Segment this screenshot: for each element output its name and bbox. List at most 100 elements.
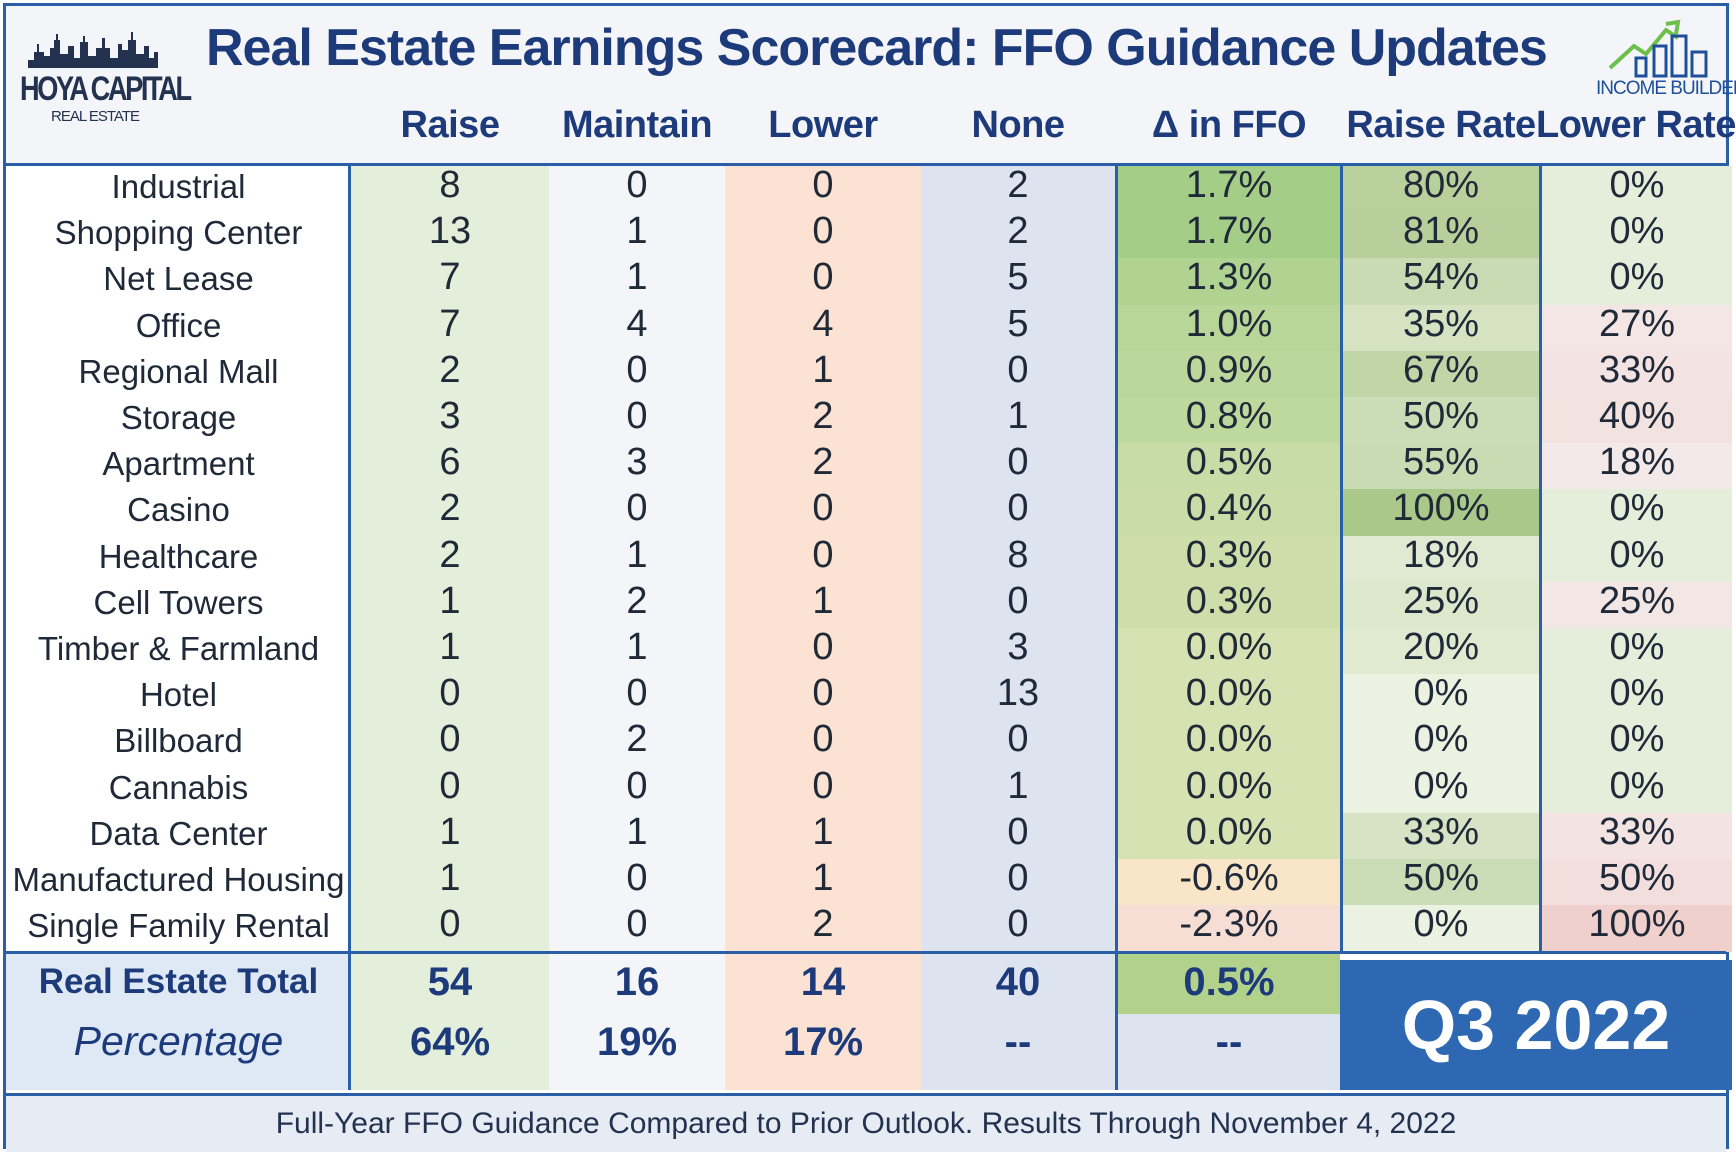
heat-cell-lower-rate (1542, 489, 1732, 537)
table-cell-delta-ffo: 1.0% (1185, 302, 1273, 345)
column-header: Raise (400, 104, 500, 146)
table-cell-lower: 0 (812, 487, 834, 530)
heat-cell-raise-rate (1343, 720, 1539, 768)
table-cell-raise-rate: 54% (1402, 256, 1480, 299)
total-bg-raise (351, 954, 549, 1090)
label-column-bg (6, 166, 351, 952)
column-header: Δ in FFO (1151, 104, 1307, 146)
table-cell-delta-ffo: 0.0% (1185, 626, 1273, 668)
table-cell-raise: 0 (439, 903, 461, 946)
column-bg-maintain (549, 166, 725, 952)
table-cell-lower: 2 (812, 903, 834, 946)
table-cell-raise-rate: 25% (1402, 579, 1480, 622)
table-cell-lower-rate: 40% (1598, 395, 1676, 437)
table-cell-lower-rate: 0% (1609, 210, 1665, 253)
table-cell-none: 2 (1007, 210, 1029, 253)
heat-cell-delta-ffo (1118, 674, 1340, 721)
table-cell-raise: 7 (439, 256, 461, 299)
column-header: Raise Rate (1346, 104, 1536, 146)
table-cell-raise-rate: 100% (1392, 487, 1490, 530)
table-cell-raise-rate: 33% (1402, 810, 1480, 853)
heat-cell-lower-rate (1542, 859, 1732, 906)
table-cell-none: 0 (1007, 810, 1029, 853)
row-label-sector: Hotel (139, 676, 218, 714)
heat-cell-lower-rate (1542, 304, 1732, 352)
table-cell-raise: 0 (439, 718, 461, 761)
table-cell-raise: 3 (439, 395, 461, 437)
table-cell-delta-ffo: 0.0% (1185, 672, 1273, 715)
table-cell-maintain: 2 (626, 579, 648, 622)
heat-cell-raise-rate (1343, 535, 1539, 583)
table-cell-lower: 0 (812, 718, 834, 761)
logo-right-name: INCOME BUILDER (1596, 78, 1736, 99)
table-cell-maintain: 1 (626, 626, 648, 668)
heat-cell-raise-rate (1343, 905, 1539, 952)
table-cell-maintain: 1 (626, 210, 648, 253)
table-cell-lower-rate: 0% (1609, 626, 1665, 668)
table-cell-lower: 0 (812, 164, 834, 206)
table-cell-delta-ffo: 0.0% (1185, 764, 1273, 807)
table-cell-lower: 0 (812, 210, 834, 253)
table-cell-lower-rate: 0% (1609, 718, 1665, 761)
table-cell-raise: 6 (439, 441, 461, 484)
table-cell-none: 0 (1007, 857, 1029, 899)
table-cell-lower-rate: 0% (1609, 164, 1665, 206)
hoya-capital-logo: HOYA CAPITAL REAL ESTATE (20, 16, 192, 136)
table-cell-raise-rate: 55% (1402, 441, 1480, 484)
row-label-sector: Billboard (114, 722, 243, 760)
row-label-sector: Cell Towers (93, 583, 264, 621)
heat-cell-lower-rate (1542, 212, 1732, 259)
table-cell-lower-rate: 25% (1598, 579, 1676, 622)
table-cell-none: 0 (1007, 579, 1029, 622)
total-delta-bg (1118, 954, 1340, 1015)
table-cell-raise-rate: 0% (1413, 672, 1469, 715)
heat-cell-delta-ffo (1118, 443, 1340, 490)
table-cell-raise: 13 (428, 210, 472, 253)
column-header: Maintain (561, 104, 713, 146)
heat-cell-delta-ffo (1118, 350, 1340, 398)
percentage-cell-delta-ffo: -- (1215, 1020, 1243, 1065)
table-cell-maintain: 0 (626, 348, 648, 391)
table-cell-delta-ffo: 0.4% (1185, 487, 1273, 530)
heat-cell-lower-rate (1542, 628, 1732, 675)
percentage-cell-raise: 64% (409, 1020, 491, 1065)
table-cell-lower: 2 (812, 441, 834, 484)
total-bg-none (921, 954, 1115, 1090)
heat-cell-delta-ffo (1118, 489, 1340, 537)
heat-cell-delta-ffo (1118, 720, 1340, 768)
table-cell-raise-rate: 35% (1402, 302, 1480, 345)
row-label-sector: Casino (127, 491, 230, 529)
table-cell-none: 5 (1007, 256, 1029, 299)
heat-cell-raise-rate (1343, 304, 1539, 352)
heat-cell-delta-ffo (1118, 397, 1340, 444)
column-bg-none (921, 166, 1115, 952)
table-cell-lower-rate: 27% (1598, 302, 1676, 345)
table-cell-lower: 4 (812, 302, 834, 345)
table-cell-none: 1 (1007, 395, 1029, 437)
column-header: Lower (768, 104, 878, 146)
table-cell-lower: 1 (812, 348, 834, 391)
table-cell-lower: 1 (812, 579, 834, 622)
table-cell-raise: 1 (439, 810, 461, 853)
table-cell-none: 0 (1007, 903, 1029, 946)
table-cell-raise-rate: 0% (1413, 718, 1469, 761)
table-cell-delta-ffo: 0.0% (1185, 718, 1273, 761)
row-label-sector: Storage (120, 399, 237, 436)
heat-cell-lower-rate (1542, 258, 1732, 306)
column-divider (1340, 163, 1343, 952)
table-cell-delta-ffo: -2.3% (1179, 903, 1279, 946)
heat-cell-delta-ffo (1118, 859, 1340, 906)
percentage-cell-none: -- (1004, 1020, 1032, 1065)
table-cell-raise-rate: 67% (1402, 348, 1480, 391)
table-cell-maintain: 1 (626, 810, 648, 853)
heat-cell-lower-rate (1542, 581, 1732, 629)
percentage-cell-lower: 17% (782, 1020, 864, 1065)
heat-cell-raise-rate (1343, 443, 1539, 490)
heat-cell-lower-rate (1542, 350, 1732, 398)
table-cell-maintain: 4 (626, 302, 648, 345)
table-cell-raise: 0 (439, 672, 461, 715)
total-bg-lower (725, 954, 921, 1090)
table-cell-delta-ffo: -0.6% (1179, 857, 1279, 899)
table-cell-raise: 2 (439, 487, 461, 530)
table-cell-delta-ffo: 0.3% (1185, 579, 1273, 622)
